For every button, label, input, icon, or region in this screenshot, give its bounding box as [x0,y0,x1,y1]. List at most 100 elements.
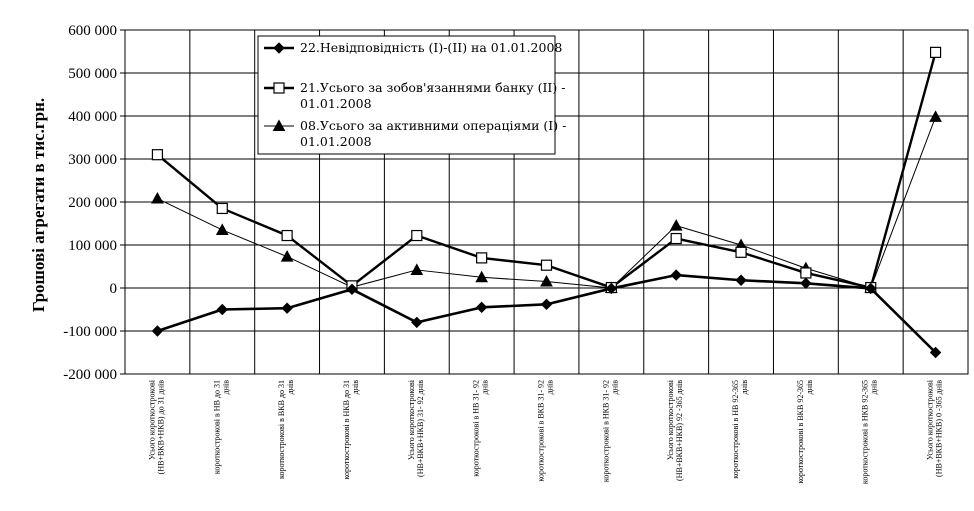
x-tick-label-line: короткострокові в НВ до 31 [212,380,221,474]
x-tick-label-line: днів [740,380,749,395]
y-axis-label: Грошові агрегати в тис.грн. [29,98,48,312]
legend-label: 08.Усього за активними операціями (І) - [300,118,566,133]
data-point [216,202,228,215]
data-point [929,110,942,122]
x-tick-label-line: (НВ+ВКВ+НКВ) 92 -365 днів [675,380,684,481]
x-tick-label-line: днів [286,380,295,395]
data-point [410,263,424,275]
x-tick-label: короткострокові в НВ до 31 днів [212,380,230,474]
series [151,46,942,359]
data-point [411,229,423,242]
data-point [670,232,682,245]
y-tick-label: 500 000 [68,66,117,82]
data-point [735,274,747,286]
x-tick-label-line: короткострокові в ВКВ 31- 92 [537,380,546,482]
x-tick-labels: Усього короткострокові (НВ+ВКВ+НКВ) до 31… [147,379,943,484]
data-point [800,267,812,279]
legend-label: 21.Усього за зобов'язаннями банку (ІІ) - [300,80,565,95]
legend-marker [273,82,285,94]
data-point [735,246,747,258]
x-tick-label-line: (НВ+ВКВ+НКВ) 0 -365 днів [935,380,944,477]
y-tick-label: -100 000 [63,324,117,340]
data-point [800,277,812,289]
data-point [281,229,293,242]
y-tick-label: -200 000 [63,367,117,383]
data-point [281,302,293,314]
x-tick-label: короткострокові в НКВ 92-365 днів [861,380,879,484]
y-tick-labels: -200 000 -100 000 0 100 000 200 000 300 000 40… [63,23,117,383]
data-point [151,325,164,337]
data-point [865,282,877,295]
series-diamond [151,269,942,359]
x-tick-label: короткострокові в НВ 31- 92 днів [472,380,490,477]
data-point [540,259,553,271]
x-tick-label-line: Усього короткострокові [147,379,156,460]
data-point [151,192,164,204]
x-tick-label-line: Усього короткострокові [407,379,416,460]
legend-item: 08.Усього за активними операціями (І) -0… [264,118,566,149]
x-tick-label-line: короткострокові в НКВ до 31 [342,380,351,479]
x-tick-label-line: (НВ+ВКВ+НКВ) до 31 днів [156,380,165,475]
x-tick-label: короткострокові в НВ 92-365 днів [731,380,749,479]
x-tick-label: Усього короткострокові (НВ+ВКВ+НКВ) 31- 9… [407,379,425,477]
x-tick-label: короткострокові в ВКВ до 31 днів [277,380,295,479]
x-tick-label: короткострокові в ВКВ 31- 92 днів [537,380,555,482]
legend-item: 21.Усього за зобов'язаннями банку (ІІ) -… [264,80,565,111]
x-tick-label: короткострокові в НКВ до 31 днів [342,380,360,480]
x-tick-label-line: короткострокові в НВ 31- 92 [472,380,481,477]
legend: 22.Невідповідність (І)-(ІІ) на 01.01.200… [257,35,566,155]
x-tick-label-line: днів [870,380,879,395]
x-tick-label: короткострокові в ВКВ 92-365 днів [796,380,814,484]
data-point [476,252,488,264]
data-point [151,149,164,161]
data-point [670,269,682,281]
x-tick-label-line: короткострокові в НКВ 92-365 [861,380,870,484]
y-tick-label: 400 000 [68,109,117,125]
y-tick-label: 200 000 [68,195,117,211]
x-tick-label-line: короткострокові в ВКВ 92-365 [796,380,805,484]
x-tick-label: Усього короткострокові (НВ+ВКВ+НКВ) 0 -36… [926,379,944,477]
x-tick-label-line: (НВ+ВКВ+НКВ) 31- 92 днів [416,380,425,477]
x-tick-label-line: короткострокові в ВКВ до 31 [277,380,286,479]
legend-label: 01.01.2008 [300,134,372,149]
legend-box [257,35,556,155]
data-point [216,303,228,316]
data-point [929,46,942,58]
x-tick-label: Усього короткострокові (НВ+ВКВ+НКВ) 92 -3… [666,379,684,481]
plot-area-border [124,29,969,375]
data-point [346,283,358,295]
y-tick-label: 300 000 [68,152,117,168]
x-tick-label-line: днів [221,380,230,395]
data-point [475,301,488,314]
x-tick-label-line: днів [351,380,360,395]
x-tick-label-line: днів [481,380,490,395]
data-point [280,250,294,262]
data-point [411,316,423,329]
legend-marker [272,119,286,131]
data-point [215,223,229,235]
data-point [540,275,553,287]
axes [120,29,969,375]
x-tick-label-line: короткострокові в НКВ 31- 92 [601,380,610,482]
y-tick-label: 100 000 [68,238,117,254]
series-line [157,273,937,354]
x-tick-label-line: короткострокові в НВ 92-365 [731,380,740,479]
data-point [605,282,618,295]
x-tick-label: Усього короткострокові (НВ+ВКВ+НКВ) до 31… [147,379,165,474]
legend-marker [273,42,285,54]
x-tick-label: короткострокові в НКВ 31- 92 днів [601,380,619,482]
x-tick-label-line: Усього короткострокові [926,379,935,460]
data-point [929,346,942,359]
data-point [475,270,488,283]
y-tick-label: 600 000 [68,23,117,39]
y-tick-label: 0 [110,281,118,297]
legend-item: 22.Невідповідність (І)-(ІІ) на 01.01.200… [264,40,562,55]
x-tick-label-line: днів [805,380,814,395]
data-point [540,298,553,311]
x-tick-label-line: днів [610,380,619,395]
legend-label: 01.01.2008 [300,96,372,111]
x-tick-label-line: днів [546,380,555,395]
x-tick-label-line: Усього короткострокові [666,379,675,460]
legend-label: 22.Невідповідність (І)-(ІІ) на 01.01.200… [300,40,562,55]
